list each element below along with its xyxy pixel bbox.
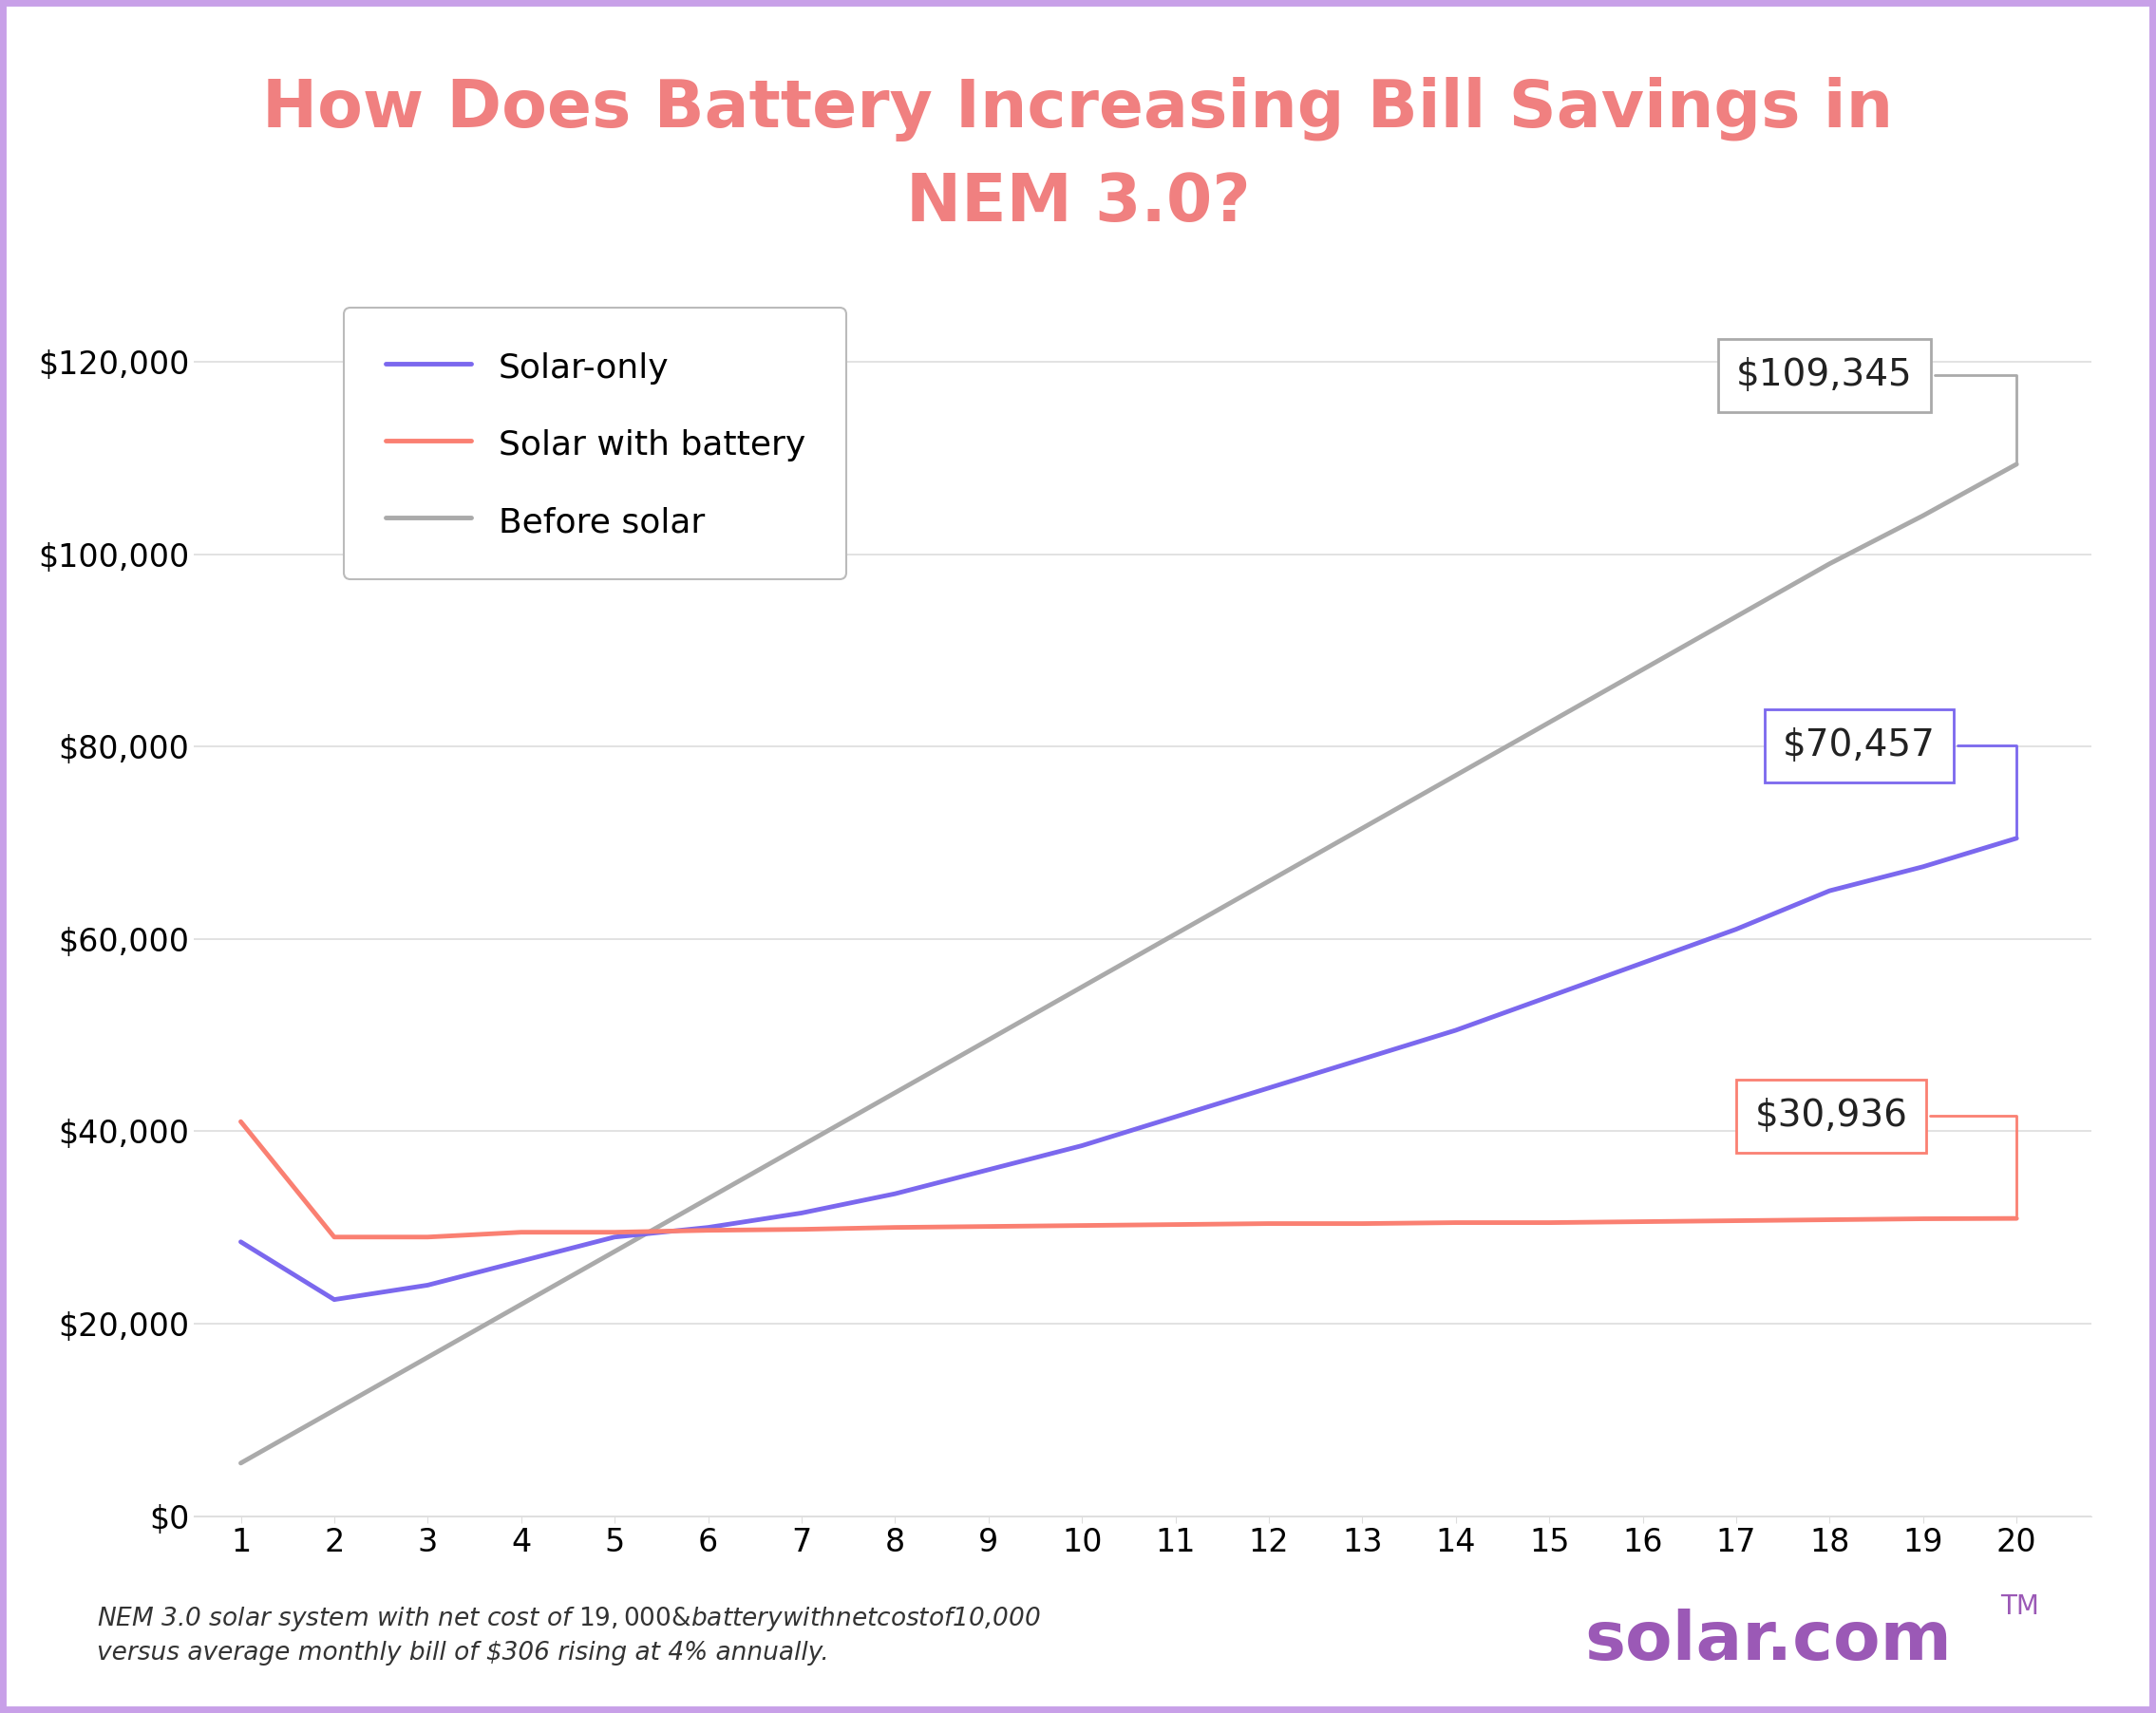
Solar-only	[1069, 1136, 1095, 1156]
Text: $30,936: $30,936	[1755, 1098, 2016, 1216]
Before solar	[882, 1083, 908, 1103]
Before solar	[602, 1242, 627, 1262]
Text: NEM 3.0?: NEM 3.0?	[906, 171, 1250, 235]
Before solar	[414, 1346, 440, 1367]
Solar-only	[1257, 1077, 1283, 1098]
Solar with battery	[1069, 1215, 1095, 1235]
Line: Before solar: Before solar	[241, 464, 2016, 1463]
Solar with battery	[1723, 1211, 1749, 1232]
Solar-only	[321, 1290, 347, 1310]
Before solar	[789, 1136, 815, 1156]
Before solar	[229, 1453, 254, 1473]
Before solar	[694, 1189, 720, 1209]
Before solar	[2003, 454, 2029, 475]
Solar with battery	[1350, 1213, 1376, 1233]
Text: TM: TM	[2001, 1593, 2040, 1620]
Solar-only	[414, 1274, 440, 1295]
Solar-only	[2003, 827, 2029, 848]
Solar with battery	[789, 1220, 815, 1240]
Solar with battery	[1537, 1213, 1563, 1233]
Solar-only	[1162, 1107, 1188, 1127]
Before solar	[1537, 713, 1563, 733]
Text: versus average monthly bill of $306 rising at 4% annually.: versus average monthly bill of $306 risi…	[97, 1641, 830, 1665]
Solar-only	[1910, 856, 1936, 877]
Before solar	[1257, 870, 1283, 891]
Solar-only	[1723, 918, 1749, 939]
Solar with battery	[1442, 1213, 1468, 1233]
Before solar	[1818, 553, 1843, 574]
Solar with battery	[1818, 1209, 1843, 1230]
Before solar	[1442, 766, 1468, 786]
Solar with battery	[321, 1227, 347, 1247]
Solar-only	[602, 1227, 627, 1247]
Text: solar.com: solar.com	[1585, 1609, 1951, 1674]
Solar with battery	[1257, 1213, 1283, 1233]
Solar with battery	[1630, 1211, 1656, 1232]
Before solar	[1630, 660, 1656, 680]
Text: NEM 3.0 solar system with net cost of $19,000 & battery with net cost of $10,000: NEM 3.0 solar system with net cost of $1…	[97, 1605, 1041, 1632]
Solar-only	[1537, 987, 1563, 1007]
Solar-only	[694, 1218, 720, 1238]
Before solar	[1350, 819, 1376, 839]
Text: $109,345: $109,345	[1736, 358, 2016, 461]
Before solar	[1723, 606, 1749, 627]
Before solar	[975, 1030, 1000, 1050]
Solar with battery	[509, 1221, 535, 1242]
Solar-only	[789, 1203, 815, 1223]
Solar-only	[1818, 880, 1843, 901]
Solar with battery	[882, 1218, 908, 1238]
Solar-only	[1442, 1019, 1468, 1040]
Text: $70,457: $70,457	[1783, 728, 2016, 836]
Text: How Does Battery Increasing Bill Savings in: How Does Battery Increasing Bill Savings…	[263, 77, 1893, 142]
Solar with battery	[975, 1216, 1000, 1237]
Solar with battery	[602, 1221, 627, 1242]
Solar-only	[1630, 952, 1656, 973]
Solar with battery	[694, 1220, 720, 1240]
Solar-only	[509, 1250, 535, 1271]
Solar with battery	[1910, 1208, 1936, 1228]
Solar-only	[882, 1184, 908, 1204]
Before solar	[509, 1293, 535, 1314]
Solar-only	[975, 1160, 1000, 1180]
Before solar	[321, 1400, 347, 1420]
Solar with battery	[1162, 1215, 1188, 1235]
Solar with battery	[414, 1227, 440, 1247]
Line: Solar-only: Solar-only	[241, 838, 2016, 1300]
Solar with battery	[2003, 1208, 2029, 1228]
Before solar	[1069, 976, 1095, 997]
Solar-only	[229, 1232, 254, 1252]
Before solar	[1162, 923, 1188, 944]
Solar with battery	[229, 1112, 254, 1132]
Legend: Solar-only, Solar with battery, Before solar: Solar-only, Solar with battery, Before s…	[345, 308, 847, 579]
Before solar	[1910, 505, 1936, 526]
Solar-only	[1350, 1048, 1376, 1069]
Line: Solar with battery: Solar with battery	[241, 1122, 2016, 1237]
